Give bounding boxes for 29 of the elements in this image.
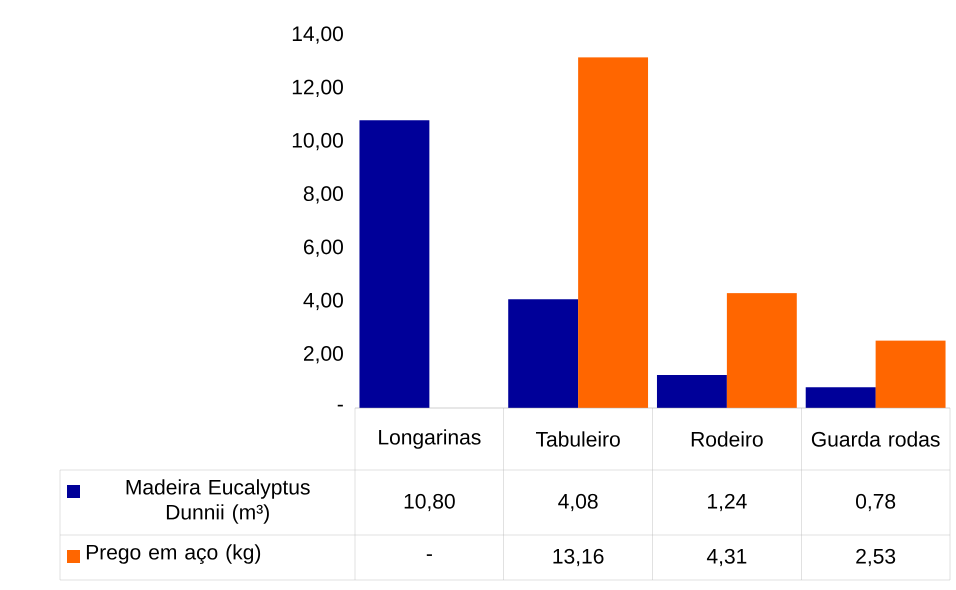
data-label: 4,31 [706, 548, 746, 566]
x-tick-label: Rodeiro [692, 431, 763, 447]
y-tick-label: 4,00 [303, 292, 343, 310]
bar [806, 387, 876, 408]
bar [876, 340, 946, 408]
data-label: 2,53 [856, 548, 896, 566]
bar [508, 299, 578, 408]
data-label: 4,08 [558, 494, 598, 512]
x-tick-label: Guarda rodas [812, 431, 940, 447]
legend-label: Madeira Eucalyptus Dunnii (m³) [126, 479, 310, 524]
data-label: 0,78 [856, 494, 896, 512]
x-tick-label: Longarinas [379, 429, 481, 449]
y-tick-label: 6,00 [304, 239, 343, 257]
x-tick-label: Tabuleiro [536, 431, 620, 447]
bar [359, 120, 430, 408]
bar [656, 374, 727, 408]
y-tick-label: 10,00 [292, 132, 343, 150]
y-tick-label: 14,00 [292, 26, 343, 44]
y-tick-label: 12,00 [292, 80, 343, 97]
data-label: 1,24 [708, 494, 747, 512]
y-tick-label: 2,00 [304, 346, 343, 364]
y-tick-label: 8,00 [304, 186, 343, 204]
text: - [426, 554, 432, 556]
legend-label: Prego em aço (kg) [86, 544, 260, 564]
data-label: 10,80 [404, 494, 455, 512]
data-label: 13,16 [553, 548, 604, 566]
y-tick-label: - [338, 404, 343, 406]
bar [578, 57, 648, 408]
bar [726, 293, 797, 408]
